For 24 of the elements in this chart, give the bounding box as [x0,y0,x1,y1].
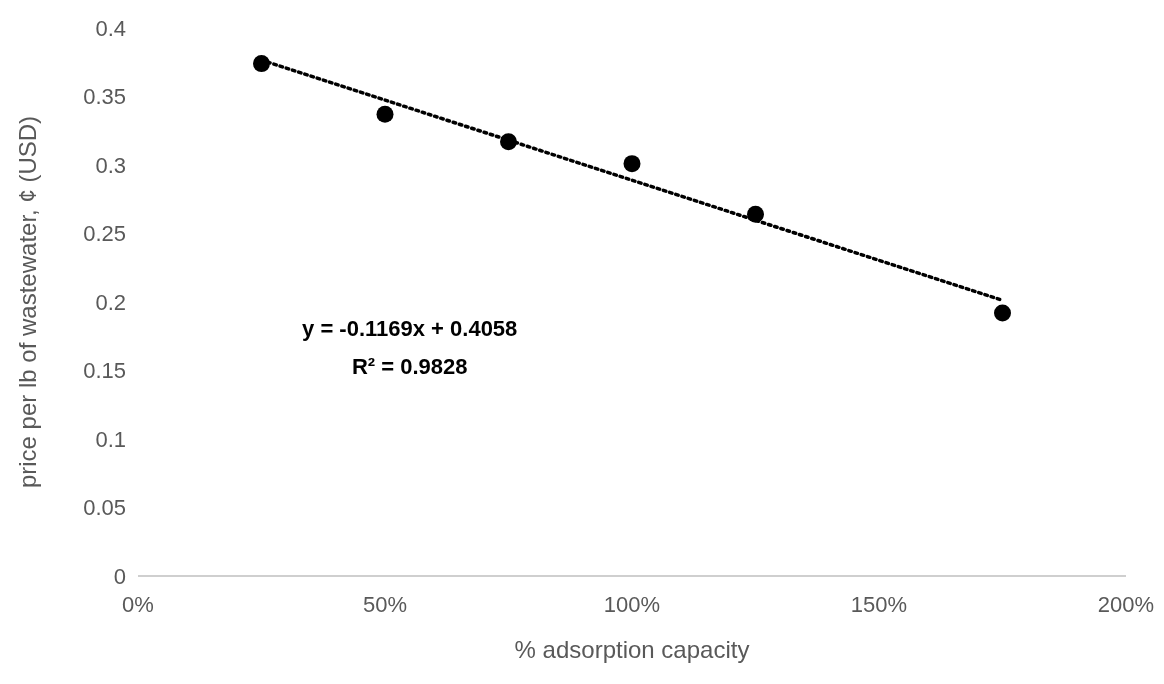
point [500,133,517,151]
y-axis-title: price per lb of wastewater, ¢ (USD) [14,115,41,489]
point [747,205,764,223]
y-tick-label: 0.25 [83,221,126,247]
point [623,155,641,173]
annotation: y = -0.1169x + 0.4058 [302,316,518,342]
y-tick-label: 0.2 [95,289,126,315]
point [376,105,394,123]
x-tick-label: 50% [362,592,408,617]
x-axis-title: % adsorption capacity [514,636,750,663]
point [253,55,270,73]
annotation: R² = 0.9828 [351,354,468,380]
y-tick-label: 0.4 [95,15,126,41]
y-tick-label: 0 [113,563,126,589]
x-tick-label: 0% [122,592,154,617]
y-tick-label: 0.3 [95,152,126,178]
point [994,304,1011,322]
y-tick-label: 0.05 [83,495,126,521]
y-tick-label: 0.35 [83,84,126,110]
y-tick-label: 0.15 [83,358,126,384]
x-tick-label: 150% [850,592,908,617]
x-tick-label: 200% [1097,592,1155,617]
x-tick-label: 100% [603,592,661,617]
y-tick-label: 0.1 [95,426,126,452]
